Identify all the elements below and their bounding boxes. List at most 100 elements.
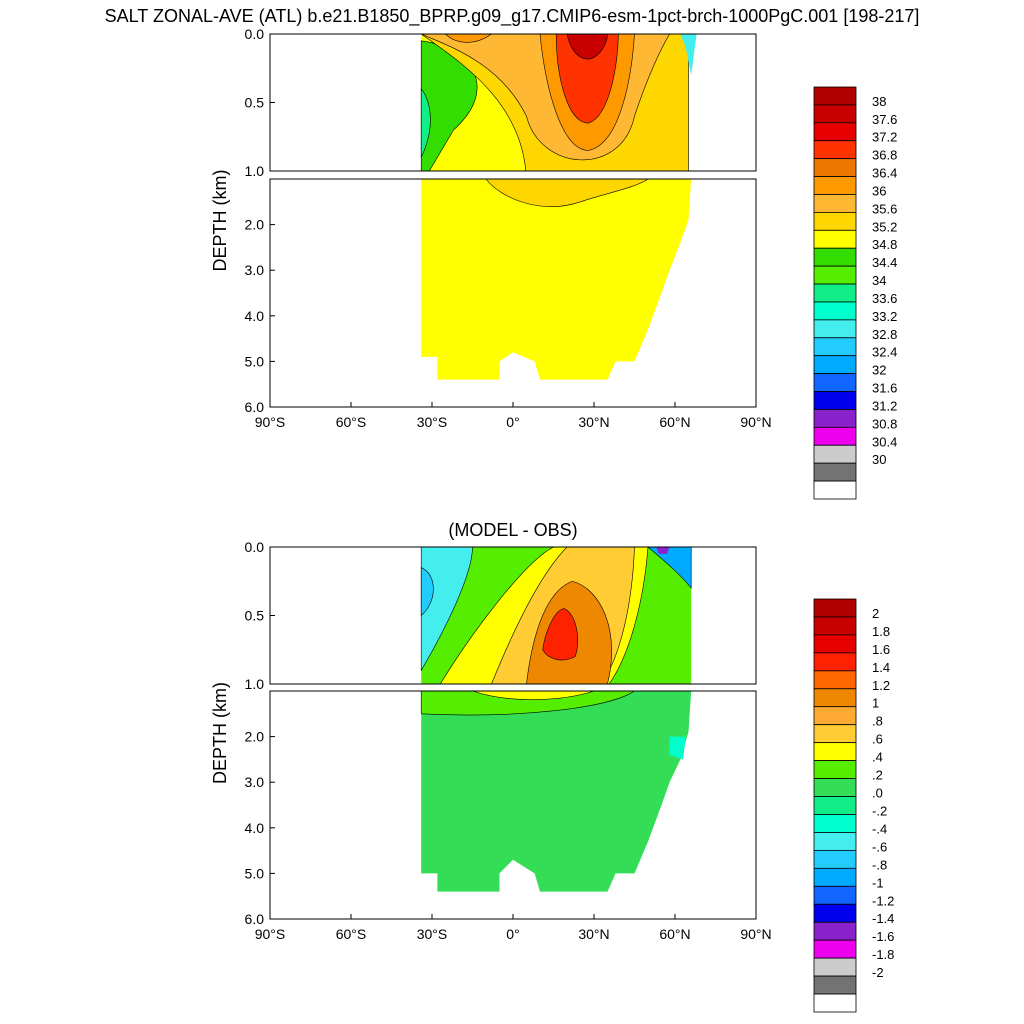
colorbar: 38 37.6 37.2 36.8 36.4 36 35.6 35.2 34.8 34.4 34 33… <box>813 86 897 500</box>
panel-2-title: (MODEL - OBS) <box>448 520 578 540</box>
colorbar-label: .6 <box>872 732 883 747</box>
colorbar-swatch <box>813 616 857 636</box>
x-tick-label: 60°N <box>659 414 690 430</box>
colorbar-label: 1.2 <box>872 678 890 693</box>
colorbar-label: 1.4 <box>872 660 890 675</box>
colorbar-label: -.6 <box>872 839 887 854</box>
anomaly-arctic <box>647 547 692 589</box>
salinity-36-8 <box>555 34 619 124</box>
colorbar-label: 32.4 <box>872 345 897 360</box>
deep-anomaly <box>421 691 692 892</box>
colorbar-swatch <box>813 409 857 428</box>
x-tick-label: 0° <box>506 414 519 430</box>
y-tick-label: 2.0 <box>245 217 265 233</box>
colorbar-label: 34.4 <box>872 255 897 270</box>
y-tick-label: 1.0 <box>245 163 265 179</box>
colorbar-label: 36.4 <box>872 166 897 181</box>
colorbar-label: 33.2 <box>872 309 897 324</box>
colorbar-label: .2 <box>872 768 883 783</box>
x-tick-label: 0° <box>506 926 519 942</box>
x-tick-label: 30°S <box>417 414 448 430</box>
colorbar-swatch <box>813 903 857 923</box>
colorbar-swatch <box>813 939 857 959</box>
deep-salinity-35-2 <box>485 179 649 207</box>
colorbar-swatch <box>813 229 857 249</box>
colorbar-swatch <box>813 778 857 797</box>
y-tick-label: 6.0 <box>245 399 265 415</box>
colorbar-label: 1.8 <box>872 624 890 639</box>
colorbar-label: 1 <box>872 696 879 711</box>
colorbar-label: -.2 <box>872 803 887 818</box>
colorbar-swatch <box>813 957 857 977</box>
y-tick-label: 0.5 <box>245 608 265 624</box>
y-tick-label: 1.0 <box>245 676 265 692</box>
colorbar-label: .4 <box>872 750 883 765</box>
colorbar-swatch <box>813 814 857 833</box>
anomaly-1-6 <box>542 608 578 661</box>
upper-field <box>420 547 692 684</box>
colorbar-label: -.8 <box>872 857 887 872</box>
colorbar-swatch <box>813 140 857 160</box>
colorbar-swatch <box>813 867 857 887</box>
chart-panel-1: 0.0 0.5 1.0 2.0 3.0 4.0 5.0 6.090°S 60°S 30°S 0° 30… <box>210 26 897 500</box>
colorbar-swatch <box>813 634 857 654</box>
colorbar-swatch <box>813 122 857 142</box>
colorbar-swatch <box>813 742 857 762</box>
colorbar-label: .8 <box>872 714 883 729</box>
y-axis-label: DEPTH (km) <box>210 682 230 784</box>
colorbar-swatch <box>813 921 857 941</box>
low-sal-core <box>420 87 431 158</box>
colorbar-swatch <box>813 849 857 869</box>
y-tick-label: 4.0 <box>245 308 265 324</box>
colorbar-swatch <box>813 265 857 285</box>
anomaly-neg <box>420 547 473 672</box>
colorbar-label: -1.8 <box>872 947 894 962</box>
colorbar-swatch <box>813 993 857 1013</box>
y-tick-label: 5.0 <box>245 353 265 369</box>
colorbar-swatch <box>813 480 857 500</box>
colorbar-label: 35.2 <box>872 219 897 234</box>
upper-field <box>420 34 697 171</box>
colorbar-label: 1.6 <box>872 642 890 657</box>
colorbar-swatch <box>813 885 857 905</box>
colorbar-swatch <box>813 652 857 672</box>
colorbar-label: -2 <box>872 965 884 980</box>
colorbar-swatch <box>813 832 857 851</box>
anomaly-neg-core <box>420 567 434 617</box>
colorbar-swatch <box>813 760 857 779</box>
colorbar-swatch <box>813 211 857 231</box>
colorbar-label: -1.6 <box>872 929 894 944</box>
colorbar-swatch <box>813 104 857 124</box>
lower-field <box>420 691 692 892</box>
x-tick-label: 90°S <box>255 926 286 942</box>
colorbar-swatch <box>813 426 857 446</box>
deep-salinity <box>421 179 692 380</box>
colorbar-swatch <box>813 373 857 392</box>
colorbar-label: 38 <box>872 94 886 109</box>
colorbar-label: 2 <box>872 606 879 621</box>
colorbar-swatch <box>813 444 857 464</box>
colorbar: 21.81.61.41.21.8.6.4.2.0-.2-.4-.6-.8-1-1… <box>813 598 894 1013</box>
colorbar-swatch <box>813 301 857 321</box>
colorbar-label: 37.6 <box>872 112 897 127</box>
y-tick-label: 0.0 <box>245 539 265 555</box>
colorbar-label: 32.8 <box>872 327 897 342</box>
anomaly-deep-neg <box>669 736 686 760</box>
colorbar-label: 36 <box>872 183 886 198</box>
x-tick-label: 60°S <box>336 414 367 430</box>
y-tick-label: 5.0 <box>245 865 265 881</box>
colorbar-label: 36.8 <box>872 148 897 163</box>
colorbar-label: -1.2 <box>872 893 894 908</box>
colorbar-swatch <box>813 158 857 177</box>
colorbar-swatch <box>813 724 857 744</box>
x-tick-label: 60°N <box>659 926 690 942</box>
x-tick-label: 30°N <box>578 926 609 942</box>
y-tick-label: 4.0 <box>245 820 265 836</box>
colorbar-label: 30.4 <box>872 434 897 449</box>
colorbar-swatch <box>813 670 857 690</box>
colorbar-label: -1.4 <box>872 911 894 926</box>
colorbar-swatch <box>813 706 857 726</box>
colorbar-label: 34.8 <box>872 237 897 252</box>
colorbar-swatch <box>813 391 857 410</box>
